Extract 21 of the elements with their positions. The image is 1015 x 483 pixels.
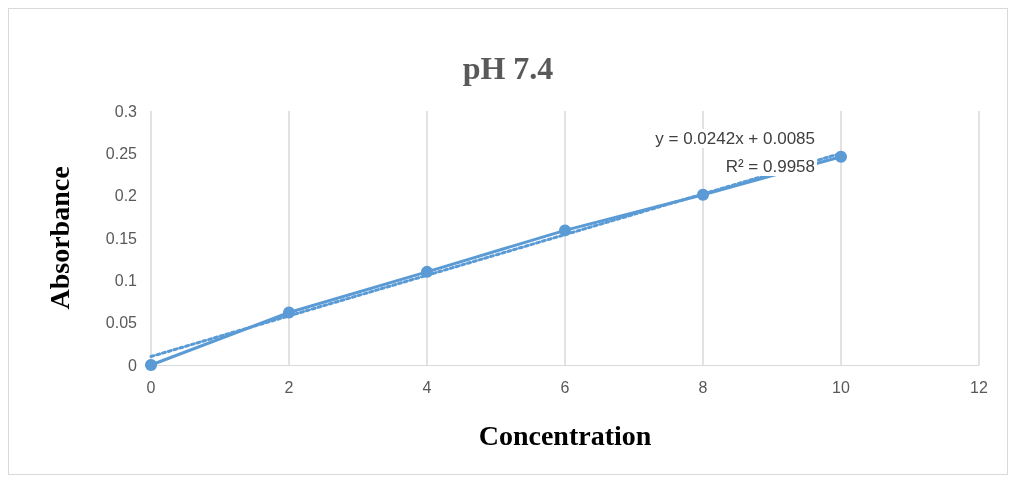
- x-tick-label: 0: [146, 378, 156, 396]
- y-axis-title: Absorbance: [43, 166, 75, 310]
- x-tick-label: 6: [560, 378, 570, 396]
- y-tick-label: 0.3: [114, 102, 138, 120]
- point: [145, 359, 157, 371]
- y-tick-label: 0.2: [114, 187, 138, 205]
- annotation: y = 0.0242x + 0.0085: [655, 129, 816, 148]
- y-tick-label: 0.25: [105, 144, 138, 162]
- y-tick-label: 0.05: [105, 314, 138, 332]
- annotation: R² = 0.9958: [725, 157, 815, 176]
- x-tick-label: 4: [422, 378, 432, 396]
- point: [835, 150, 847, 163]
- y-tick-label: 0.15: [105, 229, 138, 247]
- x-tick-label: 12: [970, 378, 988, 396]
- x-tick-label: 10: [832, 378, 850, 396]
- x-axis-title: Concentration: [478, 419, 652, 451]
- x-tick-label: 2: [284, 378, 294, 396]
- y-tick-label: 0.1: [114, 271, 138, 289]
- chart-title: pH 7.4: [462, 50, 554, 86]
- x-tick-label: 8: [698, 378, 708, 396]
- y-tick-label: 0: [128, 356, 138, 374]
